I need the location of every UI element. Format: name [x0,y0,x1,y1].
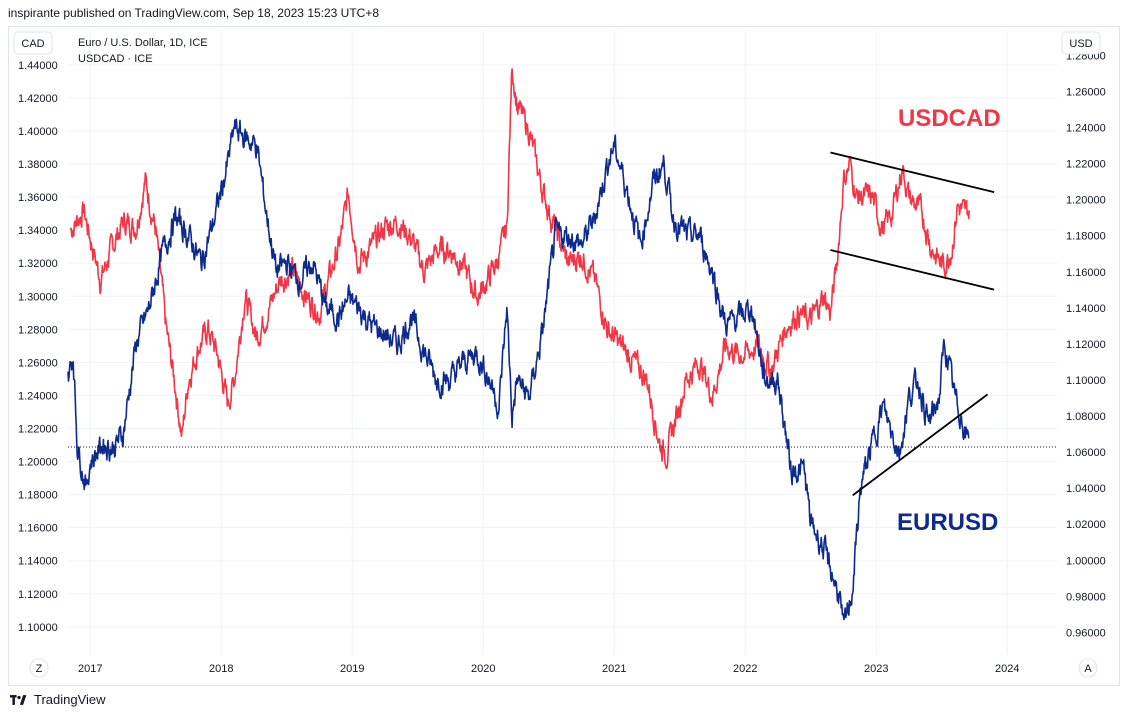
series-layer [67,68,970,621]
left-tick-label: 1.22000 [18,423,58,435]
left-tick-label: 1.38000 [18,159,58,171]
eurusd-support-trendline[interactable] [852,393,989,497]
x-tick-label: 2023 [864,663,888,675]
right-tick-label: 0.96000 [1066,627,1106,639]
x-tick-label: 2018 [209,663,233,675]
right-tick-label: 1.14000 [1066,303,1106,315]
left-tick-label: 1.10000 [18,622,58,634]
publish-info: inspirante published on TradingView.com,… [8,6,380,20]
eurusd-annotation: EURUSD [897,509,998,536]
usdcad-series-line [69,68,970,470]
svg-text:CAD: CAD [21,38,44,50]
tradingview-logo-icon [10,694,27,705]
x-tick-label: 2020 [471,663,495,675]
right-scale-button[interactable]: USD [1061,31,1101,55]
left-tick-label: 1.34000 [18,225,58,237]
trendlines[interactable] [830,151,995,497]
svg-text:Z: Z [36,663,43,675]
left-tick-label: 1.36000 [18,192,58,204]
left-tick-label: 1.24000 [18,390,58,402]
left-tick-label: 1.32000 [18,258,58,270]
x-tick-label: 2021 [602,663,626,675]
right-tick-label: 0.98000 [1066,591,1106,603]
x-tick-label: 2024 [995,663,1019,675]
left-tick-label: 1.20000 [18,457,58,469]
left-tick-label: 1.30000 [18,291,58,303]
svg-text:A: A [1084,663,1092,675]
right-tick-label: 1.04000 [1066,483,1106,495]
right-tick-label: 1.02000 [1066,519,1106,531]
zoom-button[interactable]: Z [29,658,49,678]
usdcad-channel-upper[interactable] [830,151,995,194]
legend-line-1: Euro / U.S. Dollar, 1D, ICE [78,37,208,49]
left-tick-label: 1.26000 [18,357,58,369]
left-scale-button[interactable]: CAD [13,31,53,55]
right-tick-label: 1.20000 [1066,195,1106,207]
eurusd-series-line [67,118,970,621]
legend-line-2: USDCAD · ICE [78,53,153,65]
right-tick-label: 1.24000 [1066,123,1106,135]
left-tick-label: 1.12000 [18,589,58,601]
left-tick-label: 1.18000 [18,490,58,502]
auto-scale-button[interactable]: A [1078,658,1098,678]
footer: TradingView [10,692,106,707]
right-tick-label: 1.26000 [1066,86,1106,98]
right-tick-label: 1.22000 [1066,159,1106,171]
right-axis: 1.280001.260001.240001.220001.200001.180… [1066,50,1106,639]
x-axis: 2017 2018 2019 2020 2021 2022 2023 2024 [78,663,1019,675]
left-axis: 1.44000 1.42000 1.40000 1.38000 1.36000 1.340… [18,60,58,634]
chart-svg: 1.44000 1.42000 1.40000 1.38000 1.36000 1.340… [13,30,1106,678]
chart-frame [8,26,1120,686]
left-tick-label: 1.14000 [18,556,58,568]
svg-text:USD: USD [1069,38,1092,50]
right-tick-label: 1.08000 [1066,411,1106,423]
left-tick-label: 1.42000 [18,93,58,105]
left-tick-label: 1.44000 [18,60,58,72]
left-tick-label: 1.28000 [18,324,58,336]
right-tick-label: 1.18000 [1066,231,1106,243]
right-tick-label: 1.00000 [1066,555,1106,567]
right-tick-label: 1.10000 [1066,375,1106,387]
x-tick-label: 2022 [733,663,757,675]
usdcad-channel-lower[interactable] [830,249,995,291]
right-tick-label: 1.16000 [1066,267,1106,279]
x-tick-label: 2017 [78,663,102,675]
brand-label: TradingView [34,692,106,707]
right-tick-label: 1.12000 [1066,339,1106,351]
usdcad-annotation: USDCAD [898,105,1001,132]
right-tick-label: 1.06000 [1066,447,1106,459]
left-tick-label: 1.40000 [18,126,58,138]
x-tick-label: 2019 [340,663,364,675]
left-tick-label: 1.16000 [18,523,58,535]
